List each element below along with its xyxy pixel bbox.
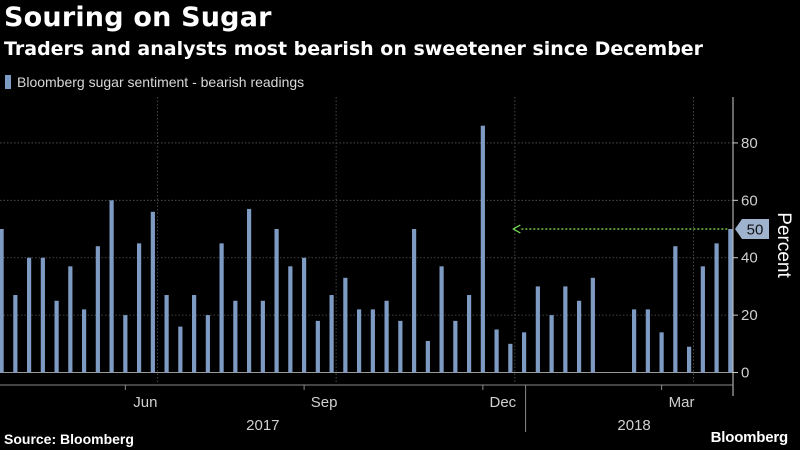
bar [563,286,568,373]
legend: Bloomberg sugar sentiment - bearish read… [5,74,304,90]
y-tick-label: 20 [741,307,758,324]
bar [288,266,293,373]
y-axis-title: Percent [773,212,794,278]
bar [54,300,59,373]
bar [68,266,73,373]
bar [370,309,375,373]
bar [302,257,307,373]
x-tick-label: Mar [669,394,695,411]
bar [439,266,444,373]
bar [659,332,664,373]
chart-subtitle: Traders and analysts most bearish on swe… [4,38,704,60]
bar [192,295,197,373]
bar [178,326,183,373]
legend-swatch [5,75,11,89]
bar [247,208,252,373]
bar [219,243,224,373]
bar [728,229,733,373]
x-tick-label: Dec [490,394,517,411]
bar [453,320,458,373]
bar [384,300,389,373]
bar [357,309,362,373]
bar [123,315,128,373]
bar [700,266,705,373]
bar [329,295,334,373]
bar [137,243,142,373]
year-label: 2017 [246,417,279,434]
bar [315,320,320,373]
bar [632,309,637,373]
x-tick-label: Jun [133,394,157,411]
bar [494,329,499,373]
bar [522,332,527,373]
bar [535,286,540,373]
bar [714,243,719,373]
bar [205,315,210,373]
bar [0,229,4,373]
y-tick-label: 0 [741,365,749,382]
bar [95,246,100,373]
bar [13,295,18,373]
chart-title: Souring on Sugar [4,2,272,33]
bar [109,200,114,373]
bar [40,257,45,373]
bar [398,320,403,373]
bar [480,125,485,373]
bar [577,300,582,373]
y-tick-label: 40 [741,250,758,267]
y-tick-label: 80 [741,135,758,152]
x-tick-label: Sep [311,394,338,411]
legend-label: Bloomberg sugar sentiment - bearish read… [17,74,305,90]
bar [274,229,279,373]
source-note: Source: Bloomberg [4,431,134,447]
bar [425,340,430,373]
bar [687,346,692,373]
bar [645,309,650,373]
bar [412,229,417,373]
value-callout [735,219,769,240]
bar [233,300,238,373]
bar [508,343,513,373]
bar [150,211,155,373]
bar [590,277,595,373]
bar [260,300,265,373]
value-callout-label: 50 [747,222,764,239]
bar [467,295,472,373]
y-tick-label: 60 [741,192,758,209]
bar [343,277,348,373]
bar [673,246,678,373]
bar [27,257,32,373]
year-label: 2018 [617,417,650,434]
bloomberg-logo: Bloomberg [710,429,789,446]
bar [549,315,554,373]
bar [164,295,169,373]
annotation-arrowhead [512,224,521,234]
bar [82,309,87,373]
